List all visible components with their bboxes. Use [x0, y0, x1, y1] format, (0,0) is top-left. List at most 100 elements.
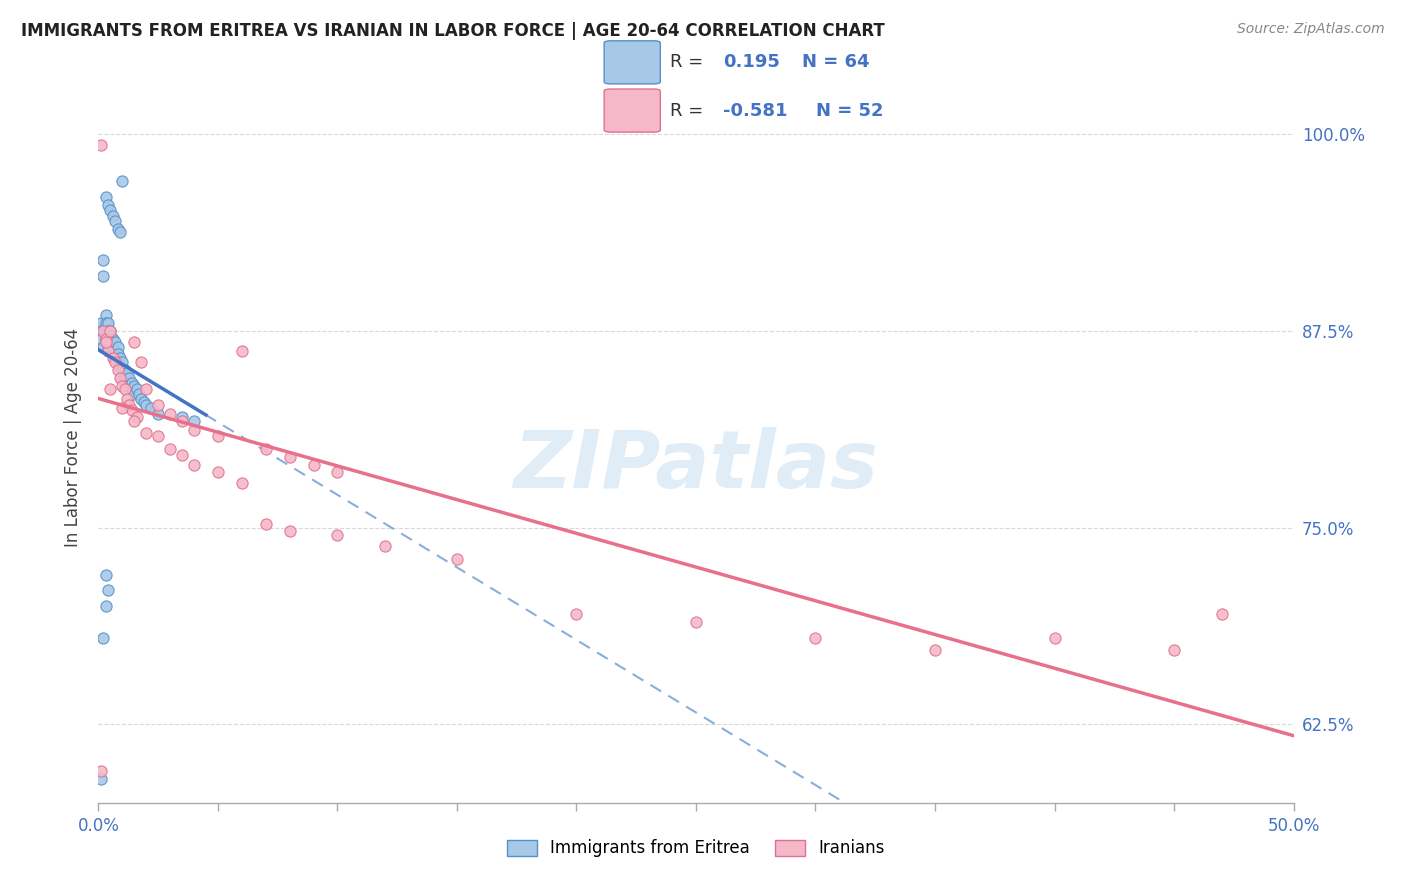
- Point: [124, 413, 146, 427]
- Point: [231, 476, 253, 491]
- Point: [90, 332, 112, 346]
- Point: [107, 355, 129, 369]
- Point: [94, 567, 117, 582]
- Point: [90, 772, 112, 787]
- Point: [107, 221, 129, 235]
- Point: [128, 387, 150, 401]
- Text: N = 64: N = 64: [803, 54, 870, 71]
- Text: N = 52: N = 52: [815, 102, 883, 120]
- Text: R =: R =: [671, 54, 703, 71]
- Point: [111, 174, 134, 188]
- Point: [94, 190, 117, 204]
- Point: [159, 407, 181, 421]
- Point: [94, 308, 117, 322]
- Point: [97, 198, 120, 212]
- Point: [139, 401, 162, 415]
- Point: [231, 344, 253, 359]
- Point: [104, 355, 127, 369]
- Point: [1043, 631, 1066, 645]
- Point: [98, 324, 122, 338]
- Point: [446, 552, 468, 566]
- Point: [90, 764, 112, 779]
- Point: [111, 371, 134, 385]
- Point: [183, 413, 205, 427]
- Point: [97, 344, 120, 359]
- Point: [804, 631, 827, 645]
- Point: [115, 392, 138, 406]
- Point: [118, 371, 141, 385]
- Point: [108, 351, 131, 365]
- Point: [207, 429, 229, 443]
- Point: [91, 253, 114, 268]
- Point: [135, 398, 157, 412]
- Point: [97, 332, 120, 346]
- FancyBboxPatch shape: [605, 41, 661, 84]
- Point: [101, 332, 124, 346]
- Point: [101, 209, 124, 223]
- Point: [94, 332, 117, 346]
- Point: [111, 363, 134, 377]
- Point: [111, 379, 134, 393]
- Point: [172, 410, 194, 425]
- Point: [685, 615, 707, 629]
- Point: [159, 442, 181, 456]
- Point: [104, 344, 127, 359]
- Point: [104, 214, 127, 228]
- Point: [302, 458, 325, 472]
- Text: ZIPatlas: ZIPatlas: [513, 427, 879, 506]
- Point: [97, 583, 120, 598]
- Point: [254, 517, 277, 532]
- Point: [94, 324, 117, 338]
- Point: [115, 376, 138, 390]
- Point: [121, 376, 143, 390]
- Point: [278, 524, 301, 538]
- Point: [183, 458, 205, 472]
- Text: R =: R =: [671, 102, 703, 120]
- Point: [91, 340, 114, 354]
- Point: [132, 394, 155, 409]
- Point: [91, 631, 114, 645]
- Point: [107, 347, 129, 361]
- Point: [97, 316, 120, 330]
- Point: [98, 340, 122, 354]
- Point: [101, 340, 124, 354]
- Text: -0.581: -0.581: [723, 102, 787, 120]
- Point: [91, 324, 114, 338]
- Point: [125, 410, 148, 425]
- Point: [1211, 607, 1233, 621]
- Point: [148, 407, 170, 421]
- Point: [115, 367, 138, 381]
- Point: [114, 382, 136, 396]
- Point: [326, 466, 349, 480]
- Point: [114, 371, 136, 385]
- Point: [111, 355, 134, 369]
- Point: [326, 528, 349, 542]
- Point: [104, 334, 127, 349]
- Point: [94, 334, 117, 349]
- Point: [98, 202, 122, 217]
- Point: [98, 382, 122, 396]
- Point: [124, 334, 146, 349]
- Point: [90, 316, 112, 330]
- Point: [108, 371, 131, 385]
- Point: [374, 540, 396, 554]
- Point: [94, 599, 117, 614]
- Point: [207, 466, 229, 480]
- Point: [124, 387, 146, 401]
- Point: [90, 138, 112, 153]
- Point: [101, 351, 124, 365]
- Point: [1163, 643, 1185, 657]
- Point: [148, 398, 170, 412]
- Point: [114, 363, 136, 377]
- Point: [924, 643, 946, 657]
- Legend: Immigrants from Eritrea, Iranians: Immigrants from Eritrea, Iranians: [501, 832, 891, 864]
- Point: [121, 402, 143, 417]
- Point: [148, 429, 170, 443]
- Y-axis label: In Labor Force | Age 20-64: In Labor Force | Age 20-64: [65, 327, 83, 547]
- Point: [254, 442, 277, 456]
- Point: [104, 351, 127, 365]
- Point: [98, 324, 122, 338]
- Point: [97, 324, 120, 338]
- Point: [94, 316, 117, 330]
- Text: 0.195: 0.195: [723, 54, 780, 71]
